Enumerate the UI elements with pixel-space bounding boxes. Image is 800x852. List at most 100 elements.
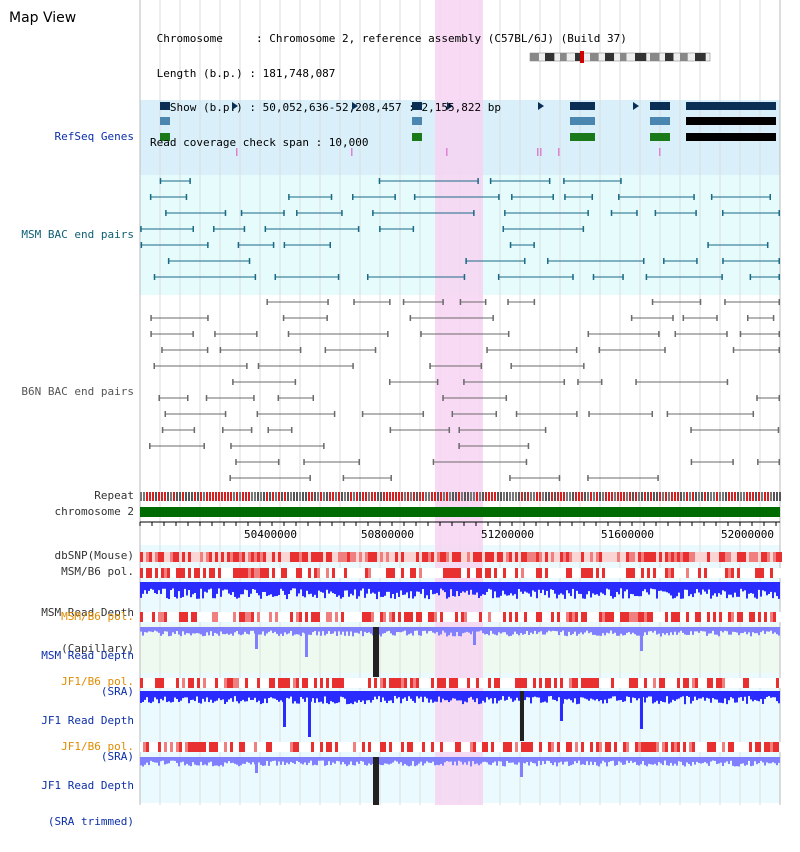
dbsnp-cell [428,552,431,562]
msm-b6-pol2-cell [443,612,446,622]
msm-sra-depth [638,627,640,636]
jf1-trimmed-depth [424,757,426,764]
msm-sra-depth [444,627,446,633]
jf1-sra-depth [148,691,150,703]
track-label-jf1-depth-trimmed[interactable]: JF1 Read Depth (SRA trimmed) [41,756,134,852]
msm-b6-pol-cell [638,568,641,578]
jf1-sra-depth [686,691,688,696]
refseq-gene [686,117,776,125]
jf1-b6-pol-cell [371,678,374,688]
jf1-sra-depth [214,691,216,702]
jf1-sra-depth [510,691,512,699]
jf1-sra-depth [598,691,600,702]
msm-sra-depth [520,627,522,634]
track-label-msm-depth-sra[interactable]: MSM Read Depth (SRA) [41,626,134,722]
msm-sra-depth [518,627,520,636]
jf1-b6-pol-cell [317,678,320,688]
msm-b6-pol-cell [332,568,335,578]
track-label-msm-b6-pol-2[interactable]: MSM/B6 pol. [61,610,134,623]
b6n-bac-pair [657,475,659,481]
track-label-jf1-b6-pol-2[interactable]: JF1/B6 pol. [61,740,134,753]
msm-sra-depth [620,627,622,634]
b6n-bac-pair [510,363,512,369]
msm-bac-pair [379,226,381,232]
jf1-b6-pol-cell [578,678,581,688]
jf1-b6-pol-cell [194,678,197,688]
jf1-sra-depth [568,691,570,699]
msm-sra-depth [610,627,612,631]
track-label-msm-bac[interactable]: MSM BAC end pairs [21,228,134,241]
msm-capillary-depth [606,582,608,589]
jf1-sra-depth [538,691,540,698]
msm-b6-pol2-cell [416,612,419,622]
msm-capillary-depth [664,582,666,592]
msm-b6-pol-cell [533,568,536,578]
track-label-b6n-bac[interactable]: B6N BAC end pairs [21,385,134,398]
jf1-sra-depth [774,691,776,698]
msm-b6-pol-cell [353,568,356,578]
repeat-element [188,492,190,501]
jf1-sra-depth [480,691,482,704]
msm-b6-pol2-cell [272,612,275,622]
track-label-jf1-b6-pol[interactable]: JF1/B6 pol. [61,675,134,688]
msm-b6-pol-cell [431,568,434,578]
jf1-sra-depth [230,691,232,699]
jf1-b6-pol2-cell [188,742,191,752]
jf1-trimmed-depth [668,757,670,766]
msm-sra-depth [482,627,484,634]
jf1-sra-depth [734,691,736,703]
repeat-element [686,492,688,501]
jf1-sra-depth [210,691,212,700]
repeat-element [722,492,724,501]
msm-capillary-depth [344,582,346,591]
dbsnp-cell [350,552,353,562]
dbsnp-cell [410,552,413,562]
jf1-b6-pol2-cell [623,742,626,752]
msm-b6-pol-cell [170,568,173,578]
repeat-element [413,492,415,501]
jf1-trimmed-depth [708,757,710,766]
refseq-gene [650,102,670,110]
jf1-trimmed-depth [714,757,716,761]
msm-sra-depth [292,627,294,636]
msm-b6-pol2-cell [686,612,689,622]
b6n-bac-pair [402,299,405,305]
dbsnp-cell [692,552,695,562]
msm-b6-pol2-cell [521,612,524,622]
jf1-sra-depth [492,691,494,704]
track-label-dbsnp[interactable]: dbSNP(Mouse) [54,549,134,562]
msm-b6-pol-cell [302,568,305,578]
track-label-msm-b6-pol[interactable]: MSM/B6 pol. [61,565,134,578]
jf1-trimmed-depth [390,757,392,764]
jf1-sra-depth [382,691,384,698]
jf1-b6-pol-cell [215,678,218,688]
jf1-trimmed-depth [366,757,368,766]
track-label-refseq[interactable]: RefSeq Genes [54,130,134,143]
track-label-chromosome[interactable]: chromosome 2 [54,505,134,518]
b6n-bac-pair [772,315,775,321]
msm-bac-pair [693,194,695,200]
msm-capillary-depth [428,582,430,600]
jf1-b6-pol-cell [164,678,167,688]
repeat-element [281,492,283,501]
msm-sra-depth [334,627,336,632]
msm-capillary-depth [548,582,550,598]
jf1-sra-depth [770,691,772,698]
jf1-b6-pol2-cell [710,742,713,752]
dbsnp-cell [710,552,713,562]
msm-sra-depth [278,627,280,636]
jf1-b6-pol2-cell [200,742,203,752]
msm-bac-pair [288,194,290,200]
msm-capillary-depth [316,582,318,598]
dbsnp-cell [236,552,239,562]
msm-b6-pol-cell [362,568,365,578]
msm-sra-depth [612,627,614,634]
jf1-sra-depth [428,691,430,703]
jf1-sra-depth [438,691,440,697]
jf1-sra-depth [678,691,680,699]
msm-sra-depth [558,627,560,636]
msm-sra-depth [726,627,728,632]
track-label-repeat[interactable]: Repeat [94,489,134,502]
track-label-msm-depth-capillary[interactable]: MSM Read Depth (Capillary) [41,583,134,679]
track-label-jf1-depth-sra[interactable]: JF1 Read Depth (SRA) [41,691,134,787]
